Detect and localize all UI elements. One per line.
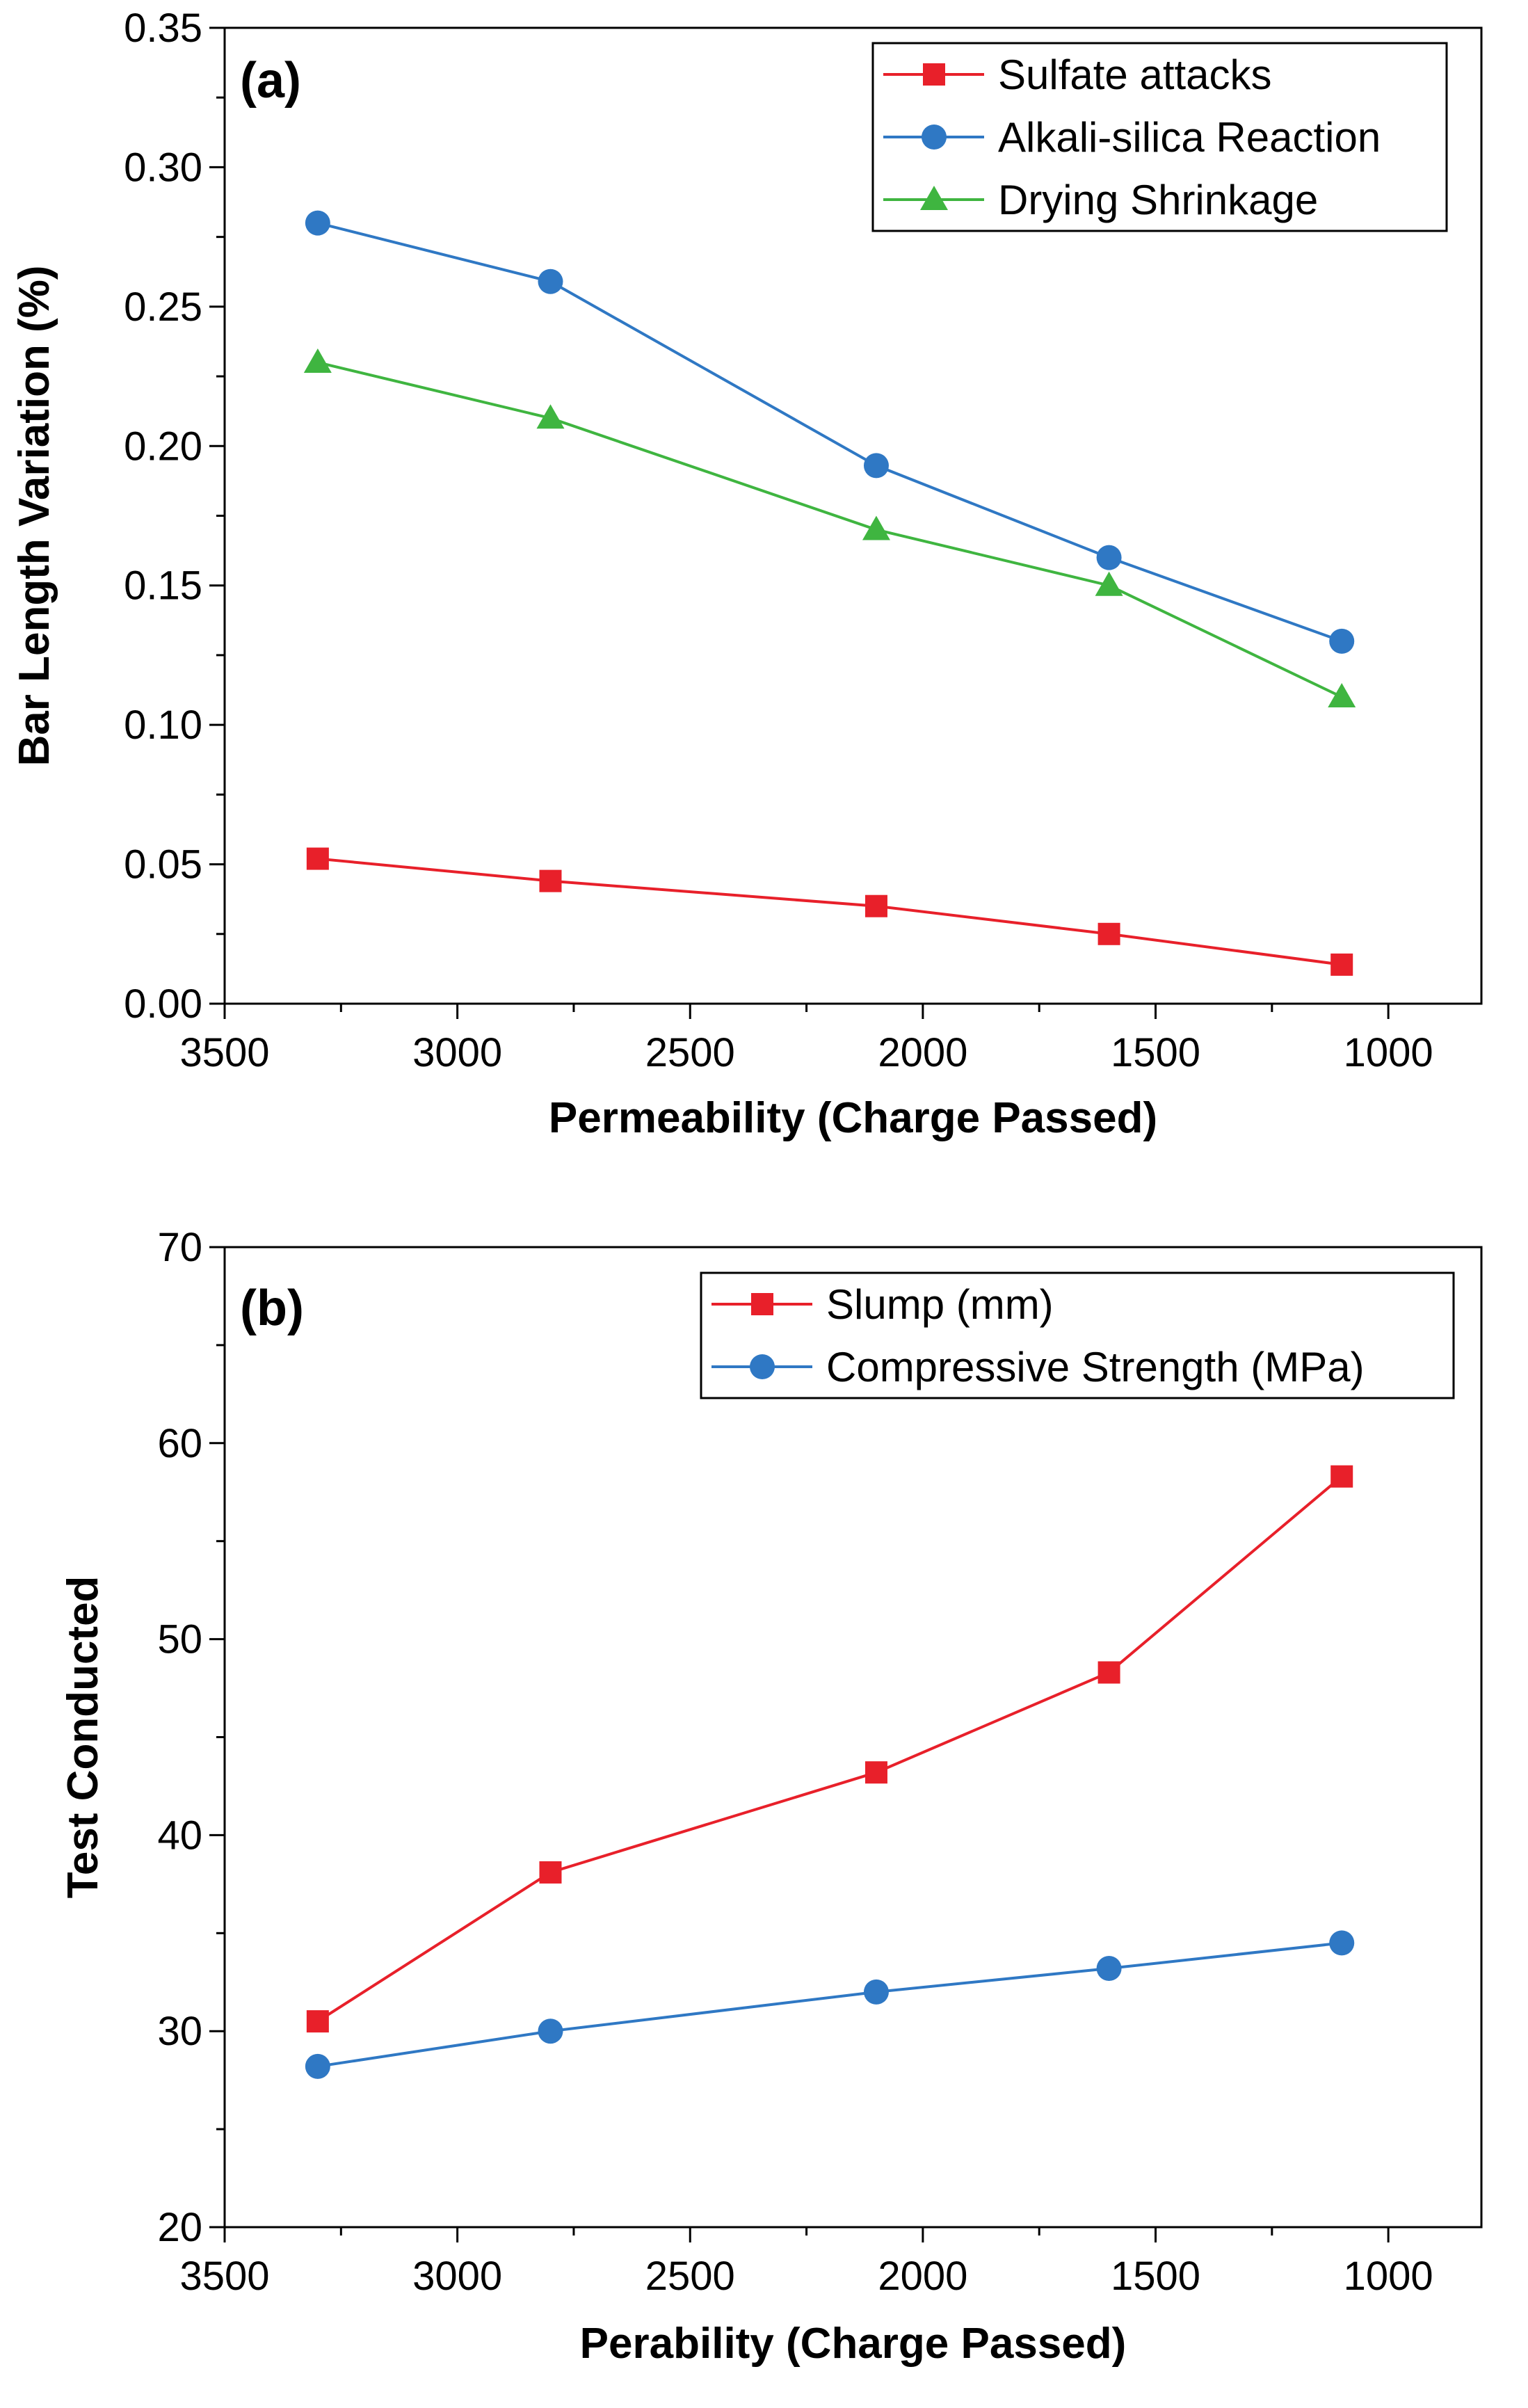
legend: Slump (mm) Compressive Strength (MPa) [700,1271,1455,1399]
legend-label: Sulfate attacks [998,51,1272,98]
data-point [539,1861,562,1884]
series-drying-shrinkage [303,348,1356,708]
data-point [539,869,562,892]
series-alkali-silica-reaction [305,210,1355,654]
legend-marker [751,1293,773,1315]
y-tick-label: 40 [157,1813,202,1858]
data-point [863,1979,889,2005]
data-point [538,2018,563,2044]
legend-item: Slump (mm) [711,1281,1054,1328]
x-tick-label: 3500 [179,2254,269,2299]
tick-labels: 3500 3000 2500 2000 1500 1000 20 30 40 50 60 70 [157,1225,1433,2299]
x-axis-title: Perability (Charge Passed) [580,2320,1127,2368]
chart-panel-b: 3500 3000 2500 2000 1500 1000 20 30 40 50 60 70 (b)… [59,1225,1483,2368]
data-point [1095,571,1123,596]
x-tick-label: 3500 [179,1030,269,1075]
x-tick-label: 2500 [645,1030,735,1075]
legend-label: Alkali-silica Reaction [998,114,1381,161]
data-point [864,894,887,917]
data-point [1330,953,1353,976]
legend-label: Slump (mm) [826,1281,1054,1328]
y-tick-label: 0.25 [124,284,202,330]
y-tick-label: 0.30 [124,145,202,190]
data-point [306,2010,329,2033]
y-tick-label: 0.15 [124,563,202,609]
x-tick-label: 1500 [1111,1030,1200,1075]
axis-ticks [209,26,1390,1019]
data-point [1096,1956,1122,1982]
data-point [864,1761,887,1784]
data-point [1097,922,1120,945]
y-tick-label: 20 [157,2205,202,2250]
legend: Sulfate attacks Alkali-silica Reaction Dry… [871,42,1448,232]
data-point [303,348,332,374]
x-tick-label: 2000 [878,1030,967,1075]
legend-item: Sulfate attacks [883,51,1272,98]
series-slump-mm- [306,1465,1353,2033]
data-point [538,268,563,294]
x-tick-label: 1500 [1111,2254,1200,2299]
data-point [1329,1930,1355,1956]
legend-marker [923,63,945,86]
y-tick-label: 50 [157,1617,202,1662]
legend-label: Drying Shrinkage [998,177,1318,223]
x-axis-title: Permeability (Charge Passed) [549,1094,1157,1142]
tick-labels: 3500 3000 2500 2000 1500 1000 0.00 0.05 0.10 0.15… [124,6,1433,1075]
legend-marker [750,1354,775,1379]
y-tick-label: 0.20 [124,424,202,469]
x-tick-label: 1000 [1344,2254,1433,2299]
legend-item: Compressive Strength (MPa) [711,1344,1365,1390]
data-point [1329,628,1355,654]
data-point [536,404,565,429]
series-compressive-strength-mpa- [305,1930,1355,2079]
panel-label: (b) [240,1281,304,1336]
y-tick-label: 0.35 [124,6,202,51]
y-tick-label: 70 [157,1225,202,1270]
y-tick-label: 30 [157,2009,202,2054]
x-tick-label: 3000 [412,2254,502,2299]
chart-panel-a: 3500 3000 2500 2000 1500 1000 0.00 0.05 0.10 0.15… [10,6,1483,1142]
x-tick-label: 2000 [878,2254,967,2299]
data-point [305,2053,330,2079]
data-point [1096,545,1122,570]
series-sulfate-attacks [306,847,1353,976]
y-tick-label: 60 [157,1421,202,1466]
legend-marker [920,186,948,210]
legend-label: Compressive Strength (MPa) [826,1344,1365,1390]
legend-item: Alkali-silica Reaction [883,114,1381,161]
y-axis-title: Bar Length Variation (%) [10,266,58,766]
x-tick-label: 2500 [645,2254,735,2299]
y-tick-label: 0.10 [124,703,202,748]
legend-item: Drying Shrinkage [883,177,1318,223]
data-point [863,453,889,479]
axis-ticks [209,1246,1390,2242]
data-point [1330,1465,1353,1488]
series-layer [305,1465,1355,2079]
legend-box [700,1271,1455,1399]
series-layer [303,210,1356,976]
x-tick-label: 3000 [412,1030,502,1075]
data-point [862,515,890,540]
y-tick-label: 0.00 [124,981,202,1027]
data-point [305,210,330,236]
y-tick-label: 0.05 [124,842,202,888]
data-point [1097,1661,1120,1684]
data-point [1328,683,1356,708]
legend-marker [922,125,947,150]
x-tick-label: 1000 [1344,1030,1433,1075]
panel-label: (a) [240,53,301,109]
data-point [306,847,329,870]
y-axis-title: Test Conducted [59,1576,107,1899]
